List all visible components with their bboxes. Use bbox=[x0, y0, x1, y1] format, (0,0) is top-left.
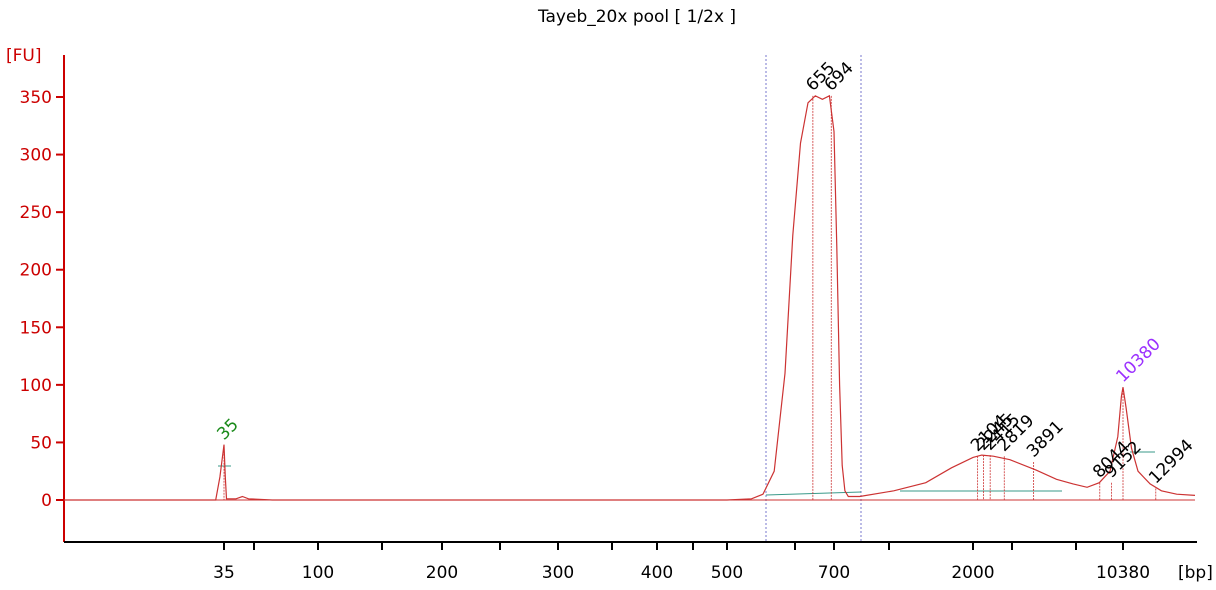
marker-peak-label: 35 bbox=[213, 415, 242, 444]
y-tick-label: 300 bbox=[20, 146, 52, 166]
y-tick-label: 200 bbox=[20, 261, 52, 281]
region-markers bbox=[64, 55, 1195, 542]
y-tick-label: 350 bbox=[20, 88, 52, 108]
trace-line bbox=[64, 94, 1196, 501]
x-tick-label: 35 bbox=[213, 563, 235, 583]
marker-peak-label: 10380 bbox=[1112, 334, 1164, 386]
x-tick-label: 200 bbox=[426, 563, 458, 583]
chart-title: Tayeb_20x pool [ 1/2x ] bbox=[537, 7, 736, 27]
x-tick-label: 400 bbox=[641, 563, 673, 583]
y-tick-label: 150 bbox=[20, 318, 52, 338]
x-tick-label: 700 bbox=[818, 563, 850, 583]
x-tick-label: 500 bbox=[711, 563, 743, 583]
x-tick-label: 2000 bbox=[951, 563, 994, 583]
x-tick-label: 300 bbox=[542, 563, 574, 583]
peak-label: 12994 bbox=[1145, 436, 1197, 488]
y-tick-label: 250 bbox=[20, 203, 52, 223]
y-tick-label: 100 bbox=[20, 376, 52, 396]
series-layer bbox=[64, 94, 1196, 501]
x-tick-label: 100 bbox=[302, 563, 334, 583]
region-baseline bbox=[765, 491, 862, 496]
x-tick-label: 10380 bbox=[1096, 563, 1150, 583]
y-tick-label: 0 bbox=[41, 491, 52, 511]
y-tick-label: 50 bbox=[30, 433, 52, 453]
x-axis-label: [bp] bbox=[1178, 563, 1213, 583]
y-axis-label: [FU] bbox=[6, 46, 42, 66]
y-axis: 0 50 100 150 200 250 300 350 bbox=[20, 55, 65, 542]
x-axis: 35 100 200 300 400 500 700 2000 10380 bbox=[64, 541, 1197, 583]
